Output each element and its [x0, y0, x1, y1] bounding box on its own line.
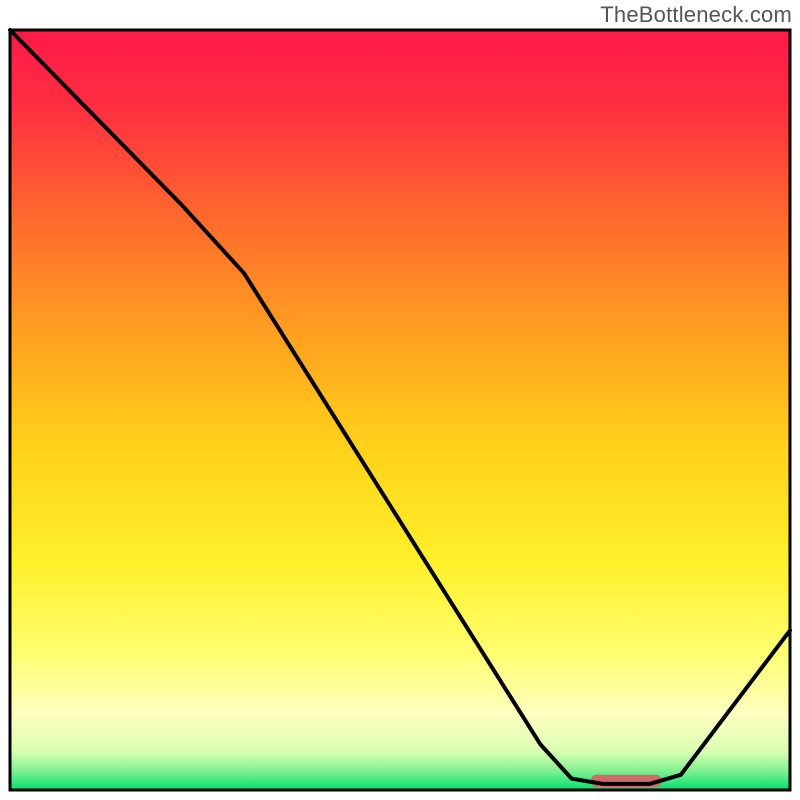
bottleneck-chart: TheBottleneck.com	[0, 0, 800, 800]
watermark-text: TheBottleneck.com	[600, 2, 792, 28]
gradient-background	[10, 30, 790, 790]
plot-area	[10, 30, 790, 790]
chart-svg	[0, 0, 800, 800]
